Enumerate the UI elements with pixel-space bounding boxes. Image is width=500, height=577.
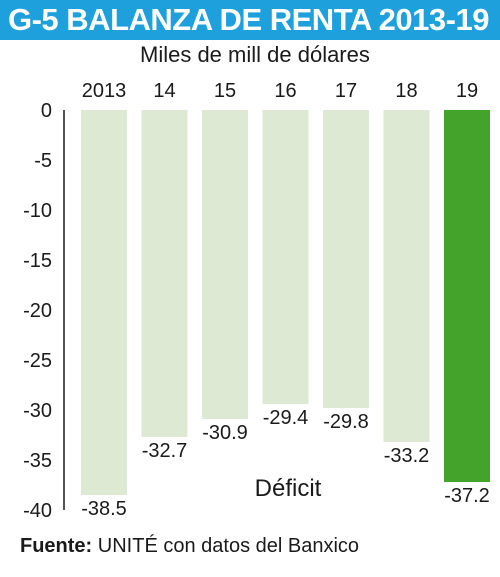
bar — [323, 110, 369, 408]
y-tick-label: -10 — [23, 200, 52, 222]
source-label: Fuente: — [20, 535, 93, 557]
source-note: Fuente: UNITÉ con datos del Banxico — [20, 532, 359, 560]
bar — [81, 110, 127, 495]
data-label: -29.8 — [323, 411, 369, 433]
x-category-label: 2013 — [82, 80, 127, 102]
y-tick-label: -25 — [23, 350, 52, 372]
bar — [202, 110, 248, 419]
y-tick-label: -15 — [23, 250, 52, 272]
bar — [141, 110, 188, 437]
data-label: -30.9 — [202, 422, 248, 444]
bar — [444, 110, 490, 482]
y-tick-label: 0 — [41, 100, 52, 122]
bar — [262, 110, 309, 404]
data-label: -37.2 — [444, 485, 490, 507]
y-tick-label: -30 — [23, 400, 52, 422]
x-category-label: 15 — [214, 80, 236, 102]
deficit-annotation: Déficit — [255, 475, 322, 502]
bar — [383, 110, 430, 442]
x-category-label: 14 — [153, 80, 175, 102]
y-tick-label: -40 — [23, 500, 52, 522]
y-tick-label: -5 — [34, 150, 52, 172]
x-category-label: 18 — [395, 80, 417, 102]
x-category-label: 19 — [456, 80, 478, 102]
chart-title: G-5 BALANZA DE RENTA 2013-19 — [0, 0, 500, 40]
data-label: -29.4 — [263, 407, 309, 429]
data-label: -38.5 — [81, 498, 127, 520]
data-label: -33.2 — [384, 445, 430, 467]
chart-subtitle: Miles de mill de dólares — [140, 42, 370, 67]
x-category-label: 16 — [274, 80, 296, 102]
y-tick-label: -20 — [23, 300, 52, 322]
y-tick-label: -35 — [23, 450, 52, 472]
source-text: UNITÉ con datos del Banxico — [97, 535, 360, 557]
data-label: -32.7 — [142, 440, 188, 462]
x-category-label: 17 — [335, 80, 357, 102]
